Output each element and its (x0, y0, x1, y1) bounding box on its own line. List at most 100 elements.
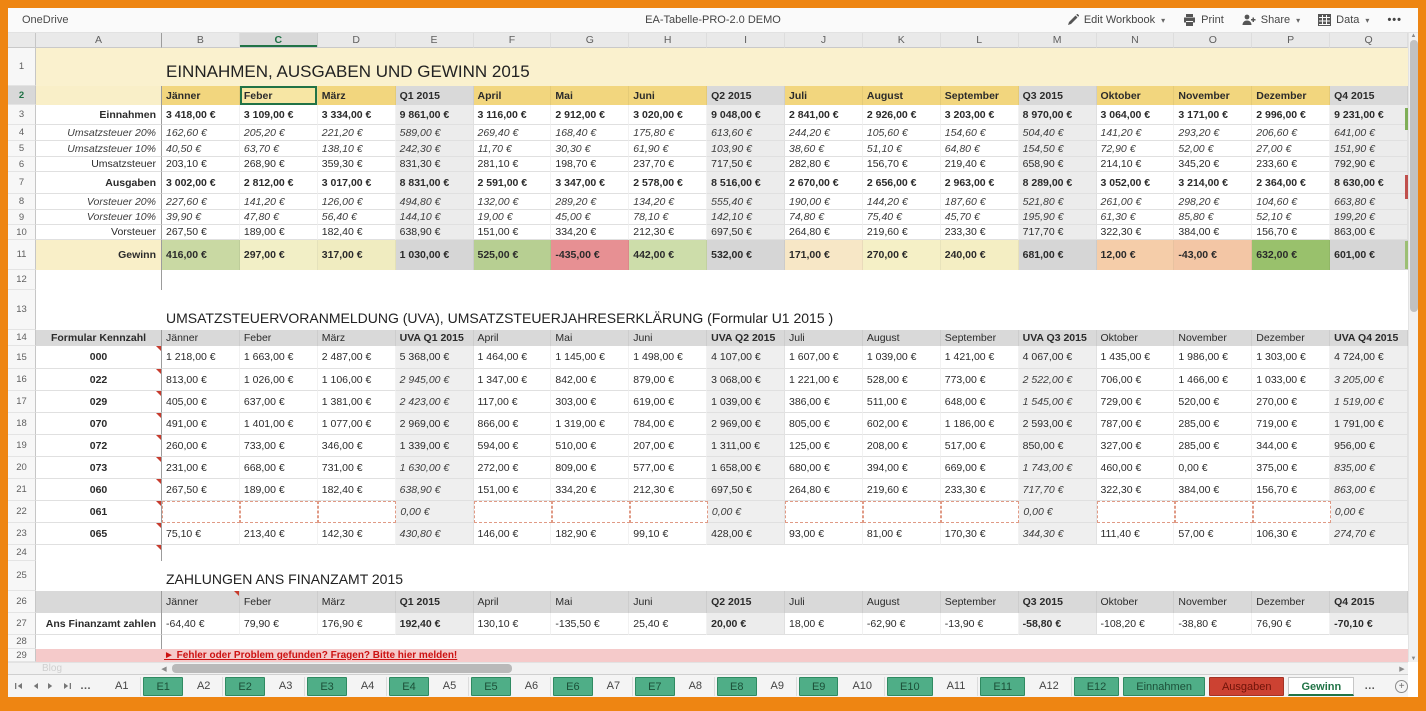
scroll-down-arrow-icon[interactable]: ▼ (1410, 656, 1417, 662)
cell[interactable]: 132,00 € (473, 194, 552, 210)
cell[interactable]: 525,00 € (473, 240, 552, 270)
cell[interactable]: 9 048,00 € (707, 105, 785, 125)
cell[interactable]: 64,80 € (940, 141, 1019, 157)
previous-sheet-button[interactable] (31, 682, 39, 690)
cell[interactable]: 773,00 € (940, 369, 1019, 391)
cell[interactable]: 3 347,00 € (551, 172, 630, 194)
column-header[interactable]: A (36, 33, 162, 48)
cell[interactable]: 144,10 € (395, 210, 474, 225)
cell[interactable]: 219,60 € (862, 479, 941, 501)
cell[interactable]: 233,30 € (940, 225, 1019, 240)
month-header-cell[interactable]: Juni (629, 591, 708, 613)
cell[interactable]: 1 077,00 € (317, 413, 396, 435)
cell[interactable]: 346,00 € (317, 435, 396, 457)
first-sheet-button[interactable] (14, 682, 23, 690)
cell[interactable]: 151,00 € (473, 479, 552, 501)
cell[interactable]: 219,60 € (862, 225, 941, 240)
cell[interactable]: 3 068,00 € (707, 369, 785, 391)
cell[interactable]: 125,00 € (785, 435, 863, 457)
cell[interactable]: 613,60 € (707, 125, 785, 141)
column-header[interactable]: B (162, 33, 240, 48)
cell[interactable]: 76,90 € (1252, 613, 1331, 635)
row-header[interactable]: 5 (8, 141, 36, 157)
cell[interactable]: 134,20 € (629, 194, 708, 210)
cell[interactable]: 577,00 € (629, 457, 708, 479)
cell[interactable]: 1 186,00 € (940, 413, 1019, 435)
month-header-cell[interactable]: Mai (551, 330, 630, 346)
cell[interactable]: 504,40 € (1018, 125, 1097, 141)
month-header-cell[interactable]: Q4 2015 (1330, 591, 1408, 613)
cell[interactable]: 2 912,00 € (551, 105, 630, 125)
sheet-tab-e8[interactable]: E8 (717, 676, 757, 696)
month-header-cell[interactable]: November (1174, 591, 1253, 613)
sheet-tab-a9[interactable]: A9 (759, 676, 797, 696)
row-label-cell[interactable]: 060 (36, 479, 162, 501)
cell[interactable]: 45,70 € (940, 210, 1019, 225)
month-header-cell[interactable]: Oktober (1096, 591, 1175, 613)
cell[interactable]: 428,00 € (707, 523, 785, 545)
cell[interactable]: 717,50 € (707, 157, 785, 172)
cell[interactable]: 842,00 € (551, 369, 630, 391)
cell[interactable]: 1 743,00 € (1018, 457, 1097, 479)
sheet-tab-e1[interactable]: E1 (143, 676, 183, 696)
cell[interactable]: 879,00 € (629, 369, 708, 391)
cell[interactable]: 198,70 € (551, 157, 630, 172)
row-label-cell[interactable]: Vorsteuer 10% (36, 210, 162, 225)
cell[interactable]: 2 670,00 € (785, 172, 863, 194)
month-header-cell[interactable]: März (317, 86, 396, 105)
row-header[interactable]: 16 (8, 369, 36, 391)
column-header[interactable]: C (239, 33, 318, 48)
month-header-cell[interactable]: Juli (785, 86, 863, 105)
cell[interactable]: 267,50 € (162, 479, 240, 501)
cell[interactable]: 1 464,00 € (473, 346, 552, 369)
cell[interactable]: 850,00 € (1018, 435, 1097, 457)
cell[interactable]: 56,40 € (317, 210, 396, 225)
month-header-cell[interactable]: August (862, 591, 941, 613)
row-header[interactable]: 20 (8, 457, 36, 479)
cell[interactable]: 268,90 € (239, 157, 318, 172)
cell[interactable] (162, 501, 241, 523)
row-label-cell[interactable] (36, 635, 162, 649)
cell[interactable]: 242,30 € (395, 141, 474, 157)
cell[interactable]: 3 116,00 € (473, 105, 552, 125)
sheet-tab-a2[interactable]: A2 (185, 676, 224, 696)
cell[interactable]: 40,50 € (162, 141, 240, 157)
cell[interactable]: 151,90 € (1330, 141, 1408, 157)
sheet-tab-a5[interactable]: A5 (431, 676, 470, 696)
cell[interactable]: 38,60 € (785, 141, 863, 157)
cell[interactable]: 668,00 € (239, 457, 318, 479)
cell[interactable]: 9 861,00 € (395, 105, 474, 125)
sheet-tab-e7[interactable]: E7 (635, 676, 675, 696)
month-header-cell[interactable]: Juni (629, 330, 708, 346)
cell[interactable]: 1 319,00 € (551, 413, 630, 435)
cell[interactable]: 8 831,00 € (395, 172, 474, 194)
last-sheet-button[interactable] (63, 682, 72, 690)
cell[interactable]: 2 487,00 € (317, 346, 396, 369)
cell[interactable]: 72,90 € (1096, 141, 1175, 157)
cell[interactable]: 11,70 € (473, 141, 552, 157)
row-label-cell[interactable]: Umsatzsteuer 20% (36, 125, 162, 141)
scroll-right-arrow-icon[interactable]: ▶ (1399, 665, 1405, 673)
cell[interactable]: 1 519,00 € (1330, 391, 1408, 413)
sheet-tab-a12[interactable]: A12 (1027, 676, 1072, 696)
cell[interactable]: 270,00 € (1252, 391, 1331, 413)
cell[interactable]: 863,00 € (1330, 225, 1408, 240)
cell[interactable]: 298,20 € (1174, 194, 1253, 210)
cell[interactable]: 52,10 € (1252, 210, 1331, 225)
month-header-cell[interactable]: Feber (239, 86, 318, 105)
cell[interactable] (551, 501, 630, 523)
share-button[interactable]: Share ▾ (1242, 14, 1300, 26)
month-header-cell[interactable]: UVA Q3 2015 (1018, 330, 1097, 346)
column-header[interactable]: O (1174, 33, 1253, 48)
cell[interactable]: 322,30 € (1096, 225, 1175, 240)
row-label-cell[interactable]: Ausgaben (36, 172, 162, 194)
cell[interactable]: 1 545,00 € (1018, 391, 1097, 413)
sheet-tab-e6[interactable]: E6 (553, 676, 593, 696)
data-button[interactable]: Data ▾ (1318, 14, 1369, 26)
cell[interactable]: 3 002,00 € (162, 172, 240, 194)
sheet-tab-a8[interactable]: A8 (677, 676, 716, 696)
month-header-cell[interactable]: Juli (785, 330, 863, 346)
cell[interactable]: 221,20 € (317, 125, 396, 141)
cell[interactable]: 274,70 € (1330, 523, 1408, 545)
sheet-tab-e2[interactable]: E2 (225, 676, 265, 696)
